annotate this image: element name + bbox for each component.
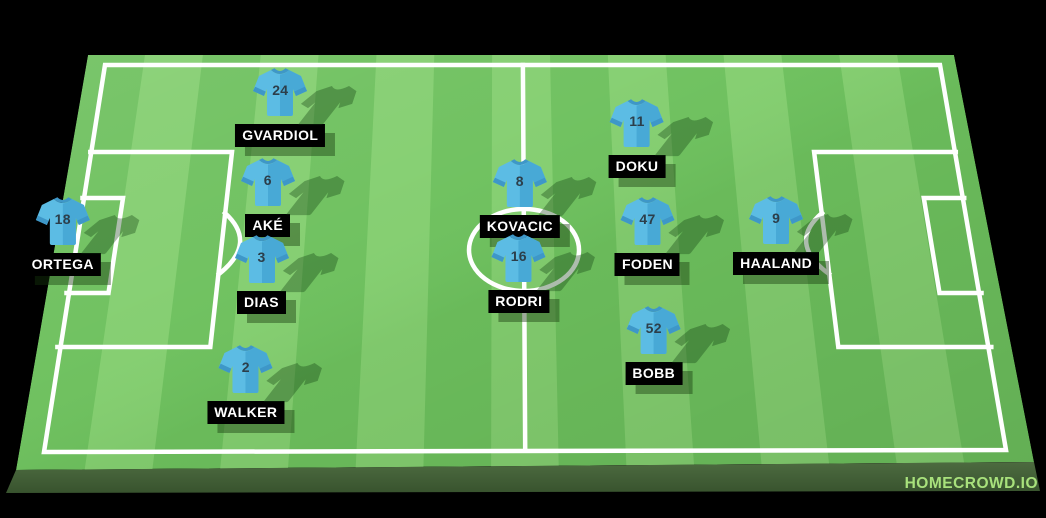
player-marker[interactable]: 18 ORTEGA [24,196,140,277]
player-name-label: WALKER [207,400,285,424]
jersey-shadow [537,252,596,292]
player-marker[interactable]: 2 WALKER [207,344,323,424]
jersey-wrap: 9 [748,195,853,254]
player-marker[interactable]: 47 FODEN [614,196,724,277]
jersey-icon [253,68,308,117]
jersey-wrap: 52 [626,305,731,364]
penalty-arc-left [215,209,243,278]
jersey-wrap: 16 [491,233,596,292]
jersey-icon [620,197,675,246]
watermark: HOMECROWD.IO [905,475,1038,492]
player-name-label: DOKU [608,154,666,178]
player-name-label: AKÉ [245,213,291,237]
player-name-label: RODRI [488,290,550,314]
jersey-shadow [655,116,714,156]
jersey-shadow [672,324,731,364]
jersey-icon [492,159,547,207]
jersey-wrap: 47 [619,196,724,255]
boundary-line [41,62,1009,455]
jersey-icon [234,235,289,284]
jersey-shadow [81,215,140,255]
jersey-icon [35,197,90,246]
player-marker[interactable]: 24 GVARDIOL [235,67,357,148]
player-marker[interactable]: 11 DOKU [608,98,714,178]
player-name-label: GVARDIOL [235,124,326,148]
penalty-box-left [55,149,235,350]
jersey-icon [609,99,664,147]
player-marker[interactable]: 8 KOVACIC [479,158,597,238]
goal-box-left [64,195,126,296]
player-name-label: HAALAND [733,252,820,276]
penalty-box-right [811,149,994,350]
pitch-platform-edge [6,462,1040,493]
jersey-icon [240,158,295,206]
jersey-shadow [538,176,597,217]
jersey-wrap: 11 [609,98,714,156]
player-marker[interactable]: 52 BOBB [625,305,731,386]
player-name-label: FODEN [614,253,680,277]
jersey-shadow [665,215,724,255]
jersey-icon [218,345,273,393]
jersey-wrap: 24 [252,67,357,126]
jersey-wrap: 2 [218,344,323,402]
jersey-icon [749,196,804,245]
jersey-icon [491,234,546,282]
jersey-shadow [794,214,853,254]
player-marker[interactable]: 9 HAALAND [733,195,853,276]
jersey-wrap: 3 [234,234,338,293]
jersey-icon [626,306,681,354]
jersey-shadow [286,175,345,215]
player-name-label: BOBB [625,362,683,386]
jersey-wrap: 6 [240,157,345,215]
jersey-wrap: 18 [35,196,140,255]
jersey-wrap: 8 [492,158,597,217]
goal-box-right [921,195,984,296]
jersey-shadow [264,362,323,402]
player-name-label: DIAS [236,291,287,315]
player-name-label: ORTEGA [24,253,101,277]
player-marker[interactable]: 6 AKÉ [240,157,345,237]
player-marker[interactable]: 3 DIAS [234,234,338,315]
player-marker[interactable]: 16 RODRI [488,233,596,314]
jersey-shadow [279,253,338,293]
jersey-shadow [298,86,357,126]
player-name-label: KOVACIC [479,214,561,238]
penalty-arc-right [804,209,833,278]
